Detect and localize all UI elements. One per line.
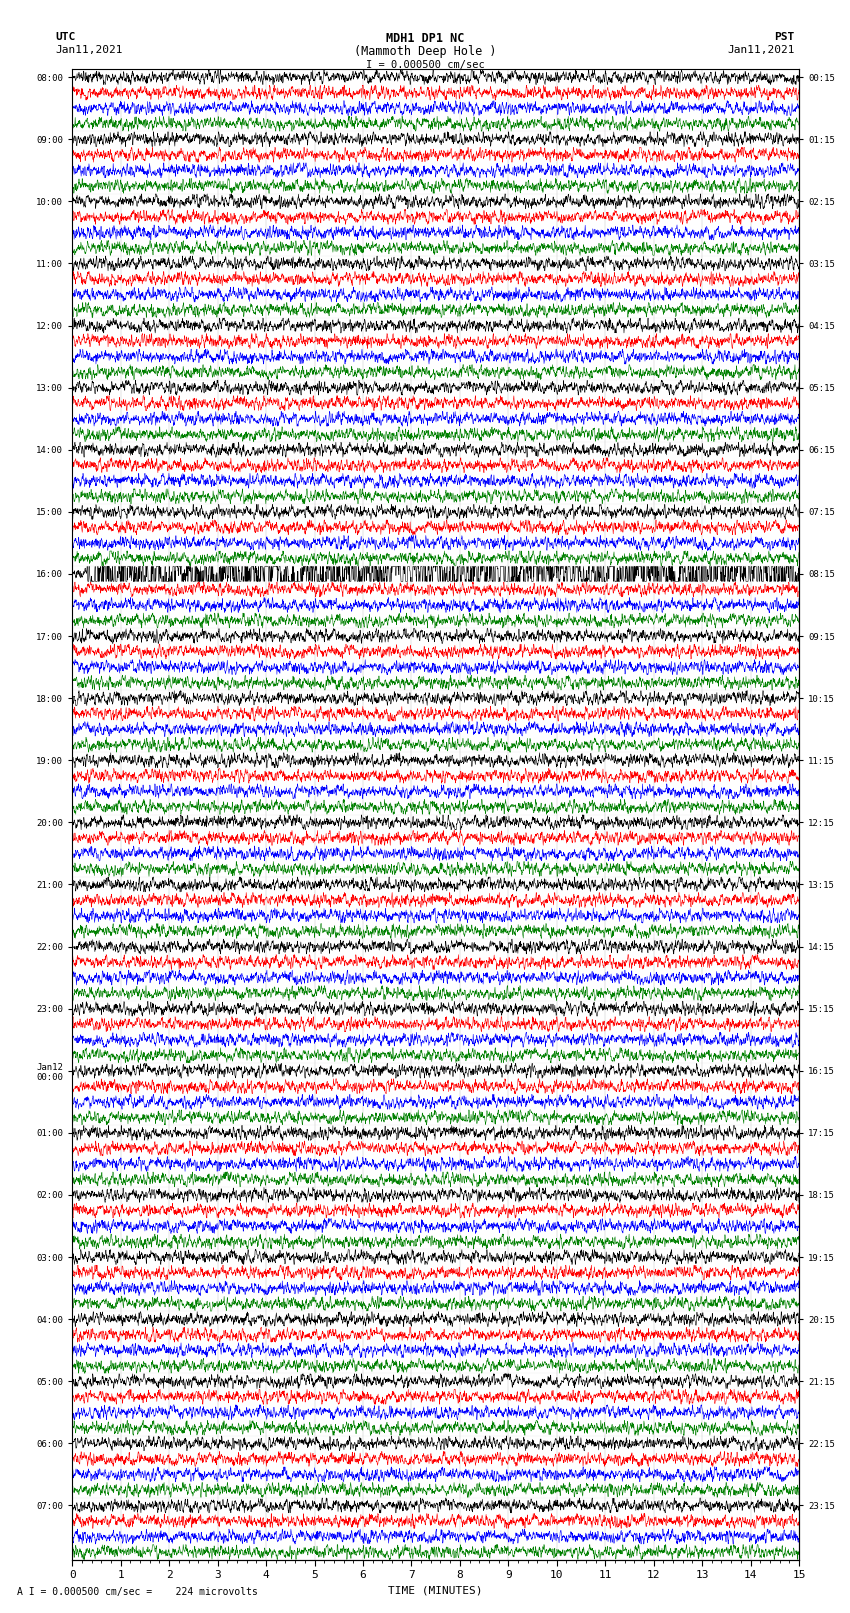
Text: I = 0.000500 cm/sec: I = 0.000500 cm/sec <box>366 60 484 69</box>
X-axis label: TIME (MINUTES): TIME (MINUTES) <box>388 1586 483 1595</box>
Text: UTC: UTC <box>55 32 76 42</box>
Text: MDH1 DP1 NC: MDH1 DP1 NC <box>386 32 464 45</box>
Text: A I = 0.000500 cm/sec =    224 microvolts: A I = 0.000500 cm/sec = 224 microvolts <box>17 1587 258 1597</box>
Text: Jan11,2021: Jan11,2021 <box>55 45 122 55</box>
Text: Jan11,2021: Jan11,2021 <box>728 45 795 55</box>
Text: (Mammoth Deep Hole ): (Mammoth Deep Hole ) <box>354 45 496 58</box>
Text: PST: PST <box>774 32 795 42</box>
